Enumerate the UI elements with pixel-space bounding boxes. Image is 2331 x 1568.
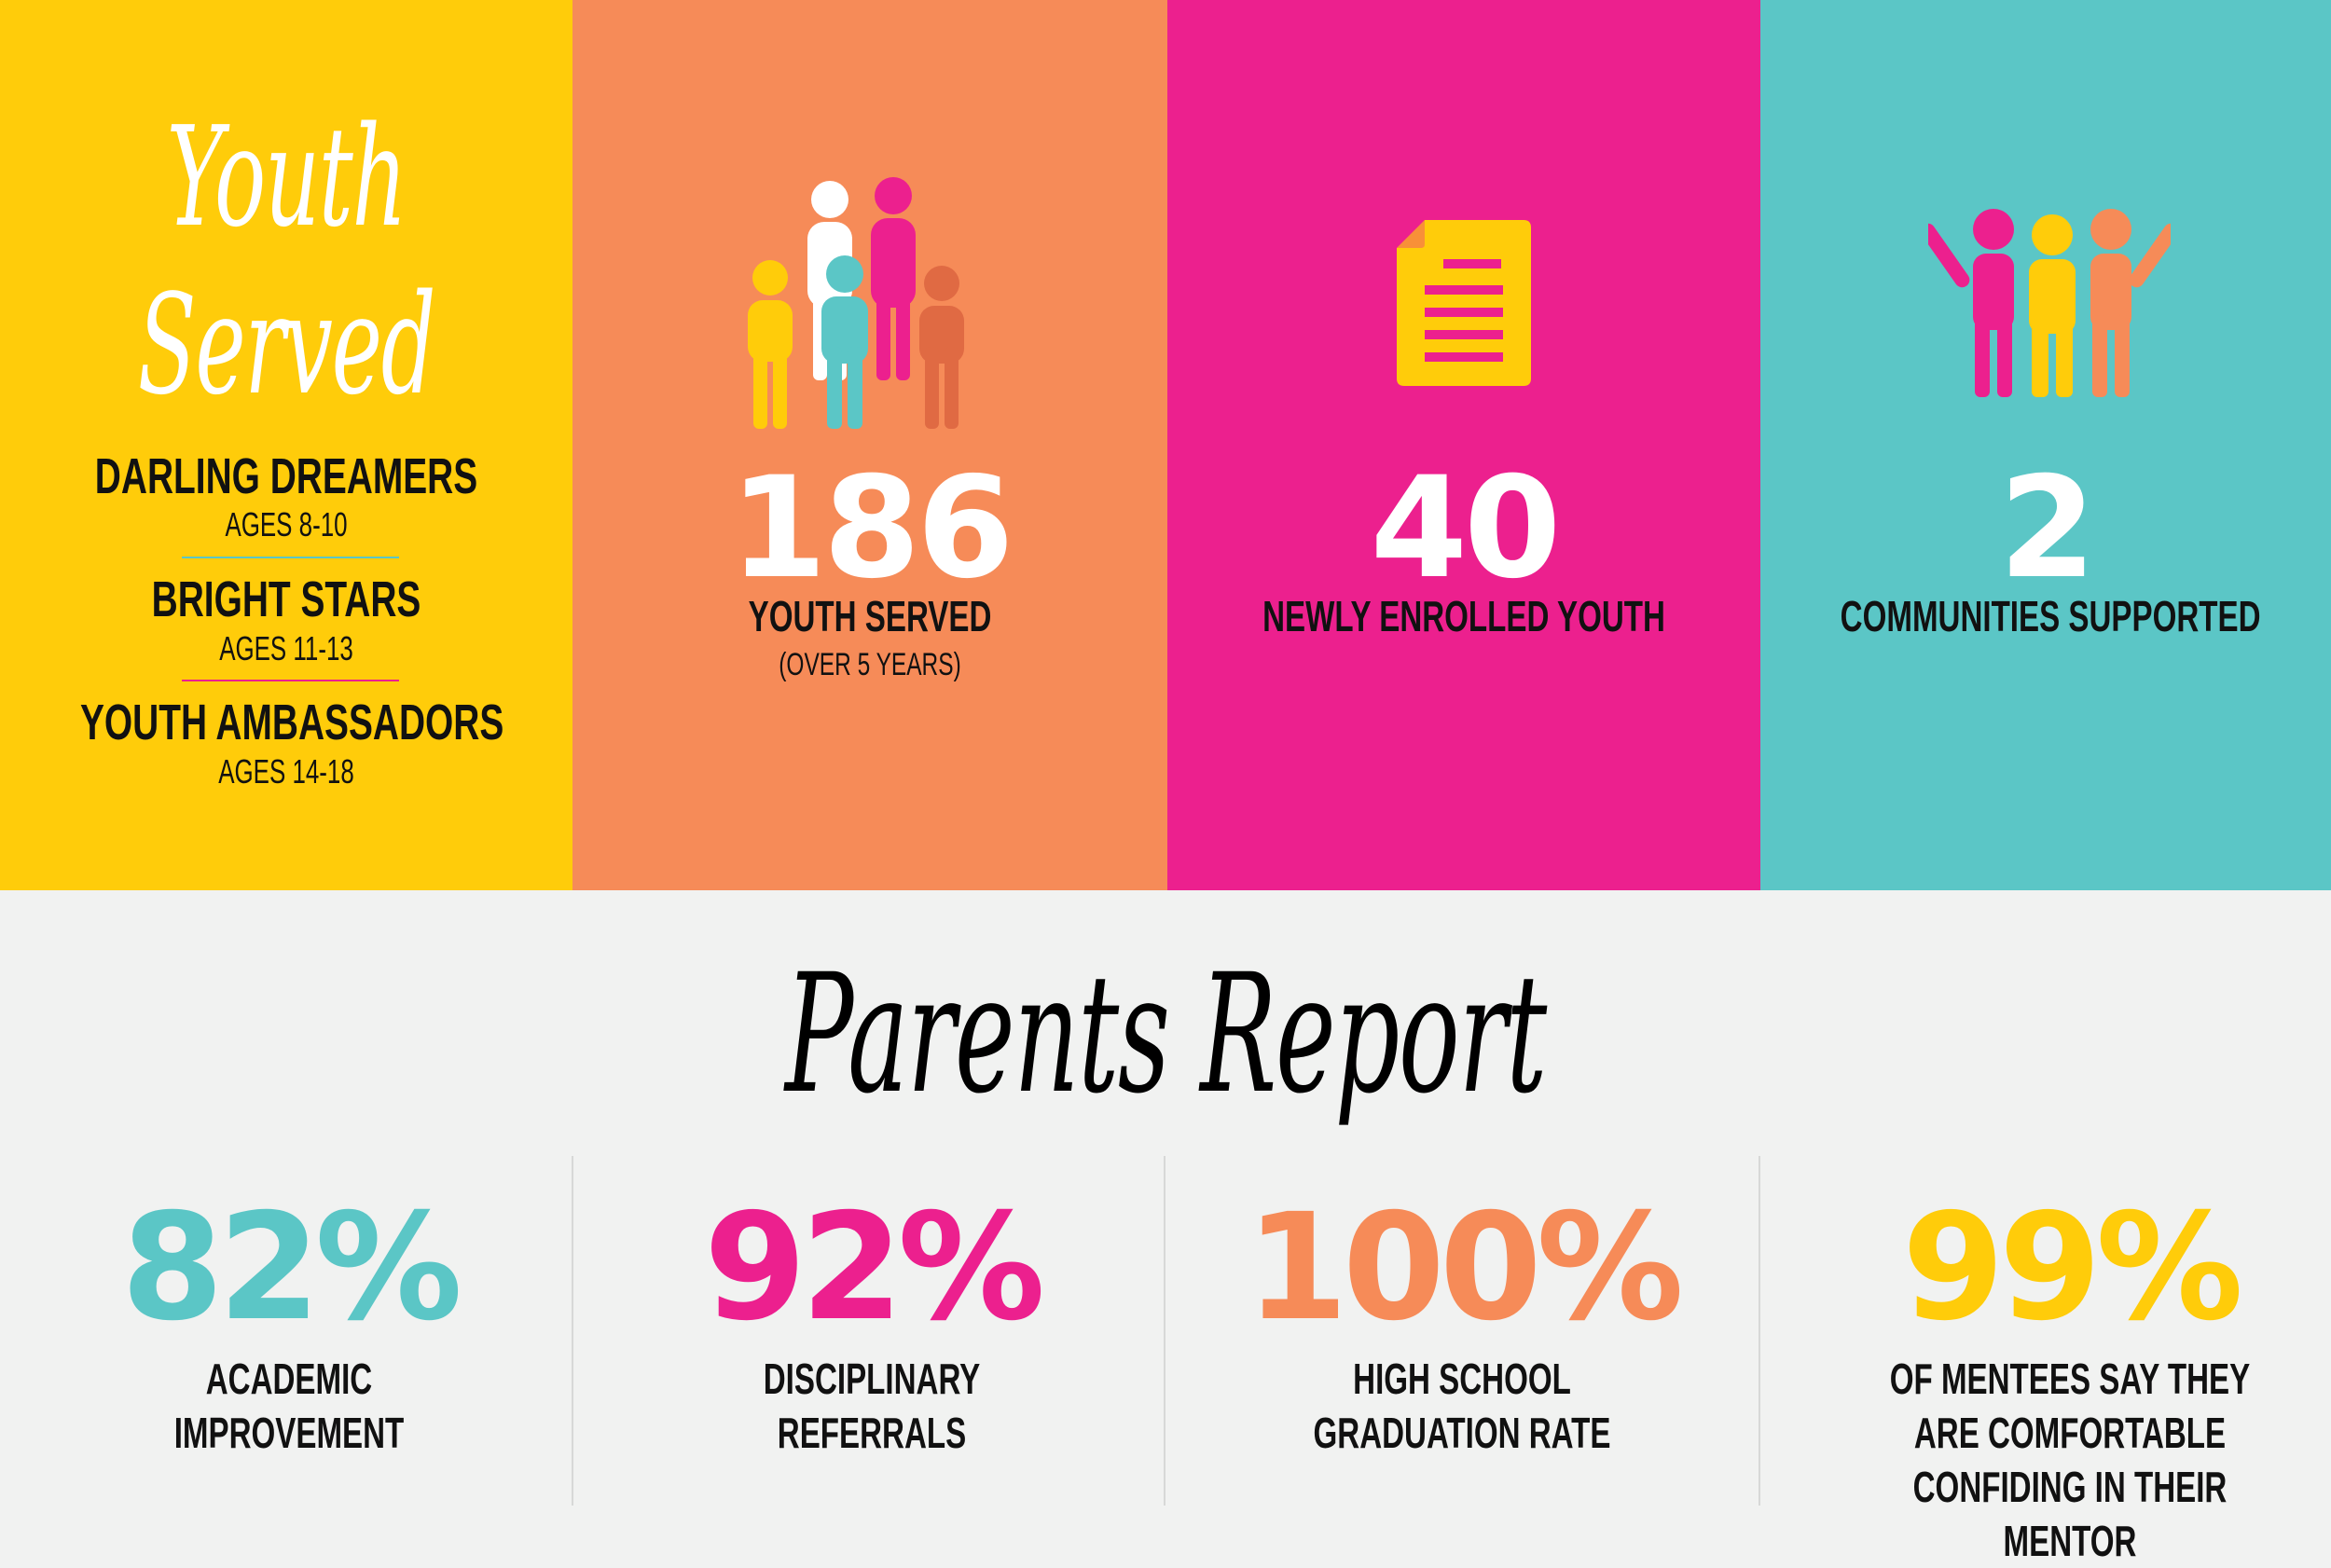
newly-enrolled-number: 40 — [1370, 447, 1562, 610]
stat-academic-improvement: 82% ACADEMIC IMPROVEMENT — [9, 1193, 569, 1460]
group-ages-darling-dreamers: AGES 8-10 — [225, 505, 348, 543]
group-ages-bright-stars: AGES 11-13 — [219, 629, 353, 667]
youth-served-panel: Youth Served DARLING DREAMERS AGES 8-10 … — [0, 0, 572, 890]
group-ages-youth-ambassadors: AGES 14-18 — [218, 752, 354, 791]
group-name-darling-dreamers: DARLING DREAMERS — [94, 448, 478, 504]
communities-label: COMMUNITIES SUPPORTED — [1840, 592, 2261, 640]
youth-served-count-panel: 186 YOUTH SERVED (OVER 5 YEARS) — [572, 0, 1167, 890]
stat-label: DISCIPLINARY REFERRALS — [763, 1355, 981, 1457]
cheering-people-icon — [1928, 209, 2171, 397]
youth-served-number: 186 — [729, 447, 1014, 610]
group-divider — [182, 680, 399, 681]
group-name-youth-ambassadors: YOUTH AMBASSADORS — [79, 695, 504, 750]
stat-percentage: 100% — [1245, 1182, 1684, 1354]
parents-report-title: Parents Report — [784, 939, 1547, 1130]
youth-served-label: YOUTH SERVED — [748, 592, 992, 640]
stat-mentor-confiding: 99% OF MENTEES SAY THEY ARE COMFORTABLE … — [1790, 1193, 2331, 1568]
stat-graduation-rate: 100% HIGH SCHOOL GRADUATION RATE — [1182, 1193, 1742, 1460]
newly-enrolled-label: NEWLY ENROLLED YOUTH — [1262, 592, 1665, 640]
stat-label: ACADEMIC IMPROVEMENT — [173, 1355, 405, 1457]
stat-disciplinary-referrals: 92% DISCIPLINARY REFERRALS — [592, 1193, 1152, 1460]
stat-label: OF MENTEES SAY THEY ARE COMFORTABLE CONF… — [1889, 1355, 2251, 1565]
column-divider — [1759, 1156, 1760, 1506]
stat-percentage: 82% — [120, 1182, 462, 1354]
group-divider — [182, 557, 399, 558]
newly-enrolled-panel: 40 NEWLY ENROLLED YOUTH — [1167, 0, 1760, 890]
communities-panel: 2 COMMUNITIES SUPPORTED — [1760, 0, 2331, 890]
group-name-bright-stars: BRIGHT STARS — [151, 571, 421, 627]
communities-number: 2 — [1998, 447, 2096, 610]
stat-percentage: 99% — [1901, 1182, 2243, 1354]
youth-served-sublabel: (OVER 5 YEARS) — [779, 647, 961, 682]
people-group-icon — [748, 177, 964, 429]
stat-label: HIGH SCHOOL GRADUATION RATE — [1313, 1355, 1611, 1457]
stat-percentage: 92% — [703, 1182, 1045, 1354]
youth-served-title-line1: Youth — [166, 97, 407, 257]
youth-served-title-line2: Served — [137, 265, 436, 425]
document-icon — [1397, 220, 1531, 386]
column-divider — [1164, 1156, 1166, 1506]
youth-served-title: Youth Served — [109, 93, 464, 429]
column-divider — [572, 1156, 573, 1506]
